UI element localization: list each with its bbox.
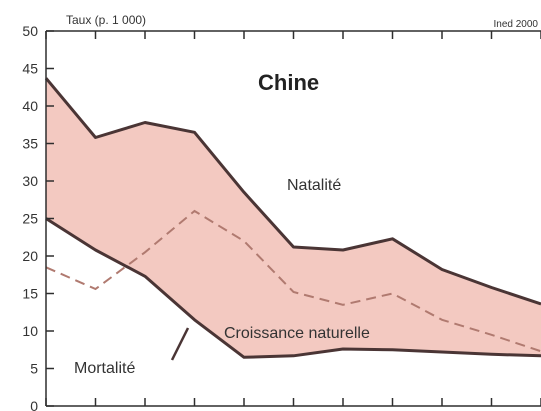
y-tick-label: 20 <box>22 248 38 264</box>
axes: 0 5 10 15 20 25 30 35 40 45 50 <box>22 23 541 411</box>
series-label-natalite: Natalité <box>287 177 341 194</box>
chart-title: Chine <box>258 70 319 95</box>
y-tick-label: 15 <box>22 286 38 302</box>
y-tick-label: 10 <box>22 323 38 339</box>
mortalite-leader-line <box>170 327 190 361</box>
y-tick-label: 5 <box>30 361 38 377</box>
y-tick-label: 30 <box>22 173 38 189</box>
series-line-mortalite <box>45 217 541 359</box>
y-tick-label: 35 <box>22 136 38 152</box>
series-label-croissance: Croissance naturelle <box>224 325 370 342</box>
y-tick-label: 0 <box>30 398 38 411</box>
series-line-natalite <box>44 77 541 306</box>
source-label: Ined 2000 <box>494 19 539 30</box>
y-tick-label: 50 <box>22 23 38 39</box>
y-axis-label: Taux (p. 1 000) <box>66 13 146 27</box>
growth-band-fill <box>46 78 541 358</box>
y-tick-label: 45 <box>22 61 38 77</box>
series-label-mortalite: Mortalité <box>74 360 135 377</box>
chart-labels: Taux (p. 1 000) Ined 2000 Chine Natalité Cro… <box>66 13 538 377</box>
y-tick-label: 25 <box>22 211 38 227</box>
y-tick-label: 40 <box>22 98 38 114</box>
series-line-croissance <box>45 209 541 353</box>
